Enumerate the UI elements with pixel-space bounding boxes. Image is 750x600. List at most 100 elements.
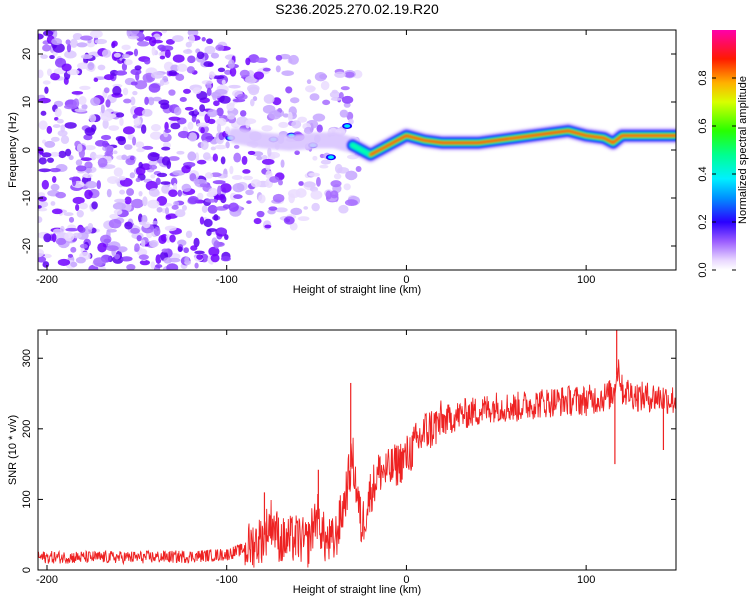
spectral-blob [164, 121, 169, 131]
colorbar-gradient [712, 30, 736, 270]
spectral-blob [67, 253, 74, 258]
spectral-blob [256, 210, 265, 218]
spectral-blob [100, 134, 112, 141]
spectral-blob [325, 190, 332, 200]
spectral-blob [64, 50, 77, 59]
spectral-blob [84, 127, 96, 136]
colorbar-ticks: 0.0 0.2 0.4 0.6 0.8 [697, 70, 736, 278]
spectral-blob [46, 157, 54, 163]
spectral-blob [102, 119, 109, 129]
spectral-blob [252, 96, 258, 102]
spectral-blob [261, 154, 268, 161]
spectral-blob [168, 156, 180, 161]
spectral-blob [250, 98, 255, 107]
spectral-blob [185, 41, 192, 48]
spectral-blob [344, 199, 358, 207]
snr-y-ticks: 0 100 200 300 [21, 349, 676, 573]
spectral-blob [181, 183, 192, 193]
spectral-blob [115, 112, 125, 118]
spectral-blob [187, 121, 194, 130]
spectral-blob [55, 237, 67, 246]
spectral-blob [159, 133, 172, 143]
y-tick-label: 0 [21, 147, 33, 153]
spectral-blob [291, 120, 302, 129]
spectral-blob [120, 256, 133, 262]
spectral-blob [280, 159, 285, 168]
spectral-blob [201, 132, 214, 143]
spectral-blob [124, 196, 132, 205]
spectral-blob [239, 110, 247, 117]
y-tick-label: 200 [21, 420, 33, 438]
spectral-blob [268, 110, 282, 120]
spectral-blob [147, 199, 160, 209]
spectral-blob [176, 150, 185, 155]
spectral-blob [124, 59, 133, 66]
spectral-blob [59, 225, 65, 233]
spectral-blob [289, 222, 298, 231]
spectral-blob [297, 116, 308, 123]
spectral-blob [172, 35, 184, 42]
spectral-blob [150, 261, 156, 269]
spectral-blob [177, 130, 190, 139]
spectral-blob [42, 261, 50, 268]
spectral-blob [199, 216, 205, 225]
spectral-blob [267, 147, 272, 157]
spectral-blob [177, 189, 183, 197]
spectral-blob [38, 196, 47, 202]
spectral-blob [165, 215, 172, 220]
spectral-blob [201, 205, 208, 213]
spectral-blob [89, 114, 97, 123]
spectral-blob [333, 173, 342, 180]
spectral-blob [213, 100, 220, 107]
spectral-blob [106, 188, 112, 198]
spectral-blob [303, 206, 309, 210]
spectral-blob [265, 163, 271, 171]
spectral-blob [262, 67, 271, 72]
spectral-blob [330, 97, 342, 101]
spectral-blob [185, 230, 193, 239]
spectral-blob [148, 97, 155, 106]
spectral-blob [345, 170, 358, 181]
spectral-blob [311, 202, 320, 212]
spectral-blob [64, 122, 77, 129]
spectral-blob [105, 99, 111, 108]
spectral-blob [186, 48, 191, 53]
spectral-blob [201, 37, 206, 42]
spectral-blob [150, 124, 161, 132]
x-tick-label: -200 [36, 574, 58, 586]
spectral-blob [203, 61, 214, 67]
spectral-blob [130, 227, 140, 234]
spectral-blob [352, 69, 363, 79]
spectral-blob [245, 189, 254, 196]
spectral-blob [97, 157, 108, 168]
spectral-blob [339, 109, 349, 118]
spectral-blob [52, 124, 61, 128]
spectral-blob [197, 192, 204, 200]
y-tick-label: 10 [21, 96, 33, 108]
spectral-blob [108, 125, 120, 131]
spectral-blob [225, 141, 230, 149]
spectral-blob [111, 40, 118, 47]
spectral-blob [139, 259, 151, 266]
spectral-blob [40, 110, 47, 116]
spectral-blob [89, 30, 103, 39]
spectral-blob [337, 167, 350, 174]
spectral-blob [221, 79, 226, 85]
spectral-blob [236, 93, 248, 100]
ridge-stroke [369, 129, 676, 156]
spectral-blob [84, 189, 93, 200]
spectral-blob [57, 130, 68, 137]
spectral-blob [279, 53, 291, 60]
spectral-blob [70, 38, 78, 48]
spectral-blob [51, 176, 57, 183]
spectral-blob [287, 111, 293, 122]
spectral-blob [99, 266, 105, 270]
spectral-blob [126, 30, 140, 36]
spectral-blob [87, 62, 95, 71]
spectral-blob [124, 221, 133, 230]
spectral-blob [137, 248, 148, 257]
spectral-blob [155, 177, 161, 186]
spectral-blob [343, 183, 351, 191]
spectral-blob [156, 206, 163, 213]
snr-x-label: Height of straight line (km) [293, 584, 421, 596]
